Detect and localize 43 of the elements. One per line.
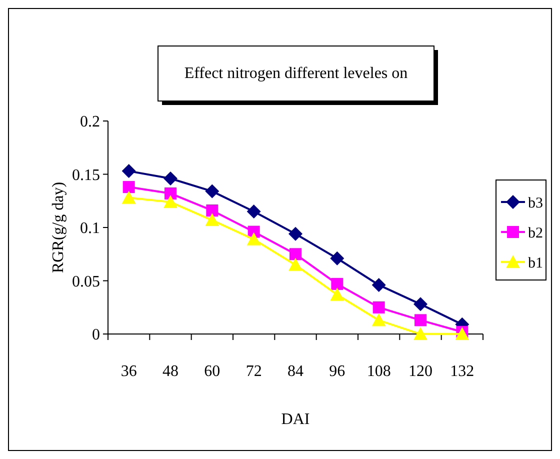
point xyxy=(372,313,386,326)
point xyxy=(330,288,344,301)
point xyxy=(290,248,302,260)
y-tick-label: 0.05 xyxy=(72,273,100,290)
point xyxy=(246,232,261,246)
point xyxy=(164,194,178,208)
legend-label: b1 xyxy=(528,255,543,272)
x-tick-label: 120 xyxy=(408,363,432,380)
y-tick-label: 0.1 xyxy=(80,220,100,238)
x-tick-label: 96 xyxy=(329,363,346,380)
point xyxy=(414,314,426,326)
y-tick-label: 0.15 xyxy=(72,166,100,184)
point xyxy=(122,164,136,178)
point xyxy=(164,172,178,186)
point xyxy=(330,251,344,266)
chart-title: Effect nitrogen different leveles on xyxy=(184,65,408,82)
x-tick-label: 72 xyxy=(246,363,262,380)
y-tick-label: 0 xyxy=(92,326,100,344)
point xyxy=(206,204,218,216)
point xyxy=(122,190,136,204)
point xyxy=(164,187,176,200)
x-tick-label: 36 xyxy=(120,363,137,380)
point xyxy=(205,213,220,226)
point xyxy=(414,327,428,340)
legend-label: b2 xyxy=(528,225,543,242)
point xyxy=(205,184,220,198)
x-axis-title: DAI xyxy=(281,411,310,428)
point xyxy=(372,301,385,314)
point xyxy=(331,278,344,290)
point xyxy=(414,297,428,312)
y-axis-title: RGR(g/g day) xyxy=(50,182,67,274)
legend-label: b3 xyxy=(528,195,543,212)
x-tick-label: 84 xyxy=(288,363,304,380)
point xyxy=(372,278,386,292)
point xyxy=(122,181,135,194)
x-tick-label: 108 xyxy=(366,363,391,380)
x-tick-label: 60 xyxy=(204,363,220,380)
point xyxy=(288,226,302,241)
point xyxy=(288,258,302,271)
point xyxy=(246,204,261,219)
x-tick-label: 48 xyxy=(162,363,178,380)
y-tick-label: 0.2 xyxy=(80,114,100,131)
x-tick-label: 132 xyxy=(450,363,474,380)
